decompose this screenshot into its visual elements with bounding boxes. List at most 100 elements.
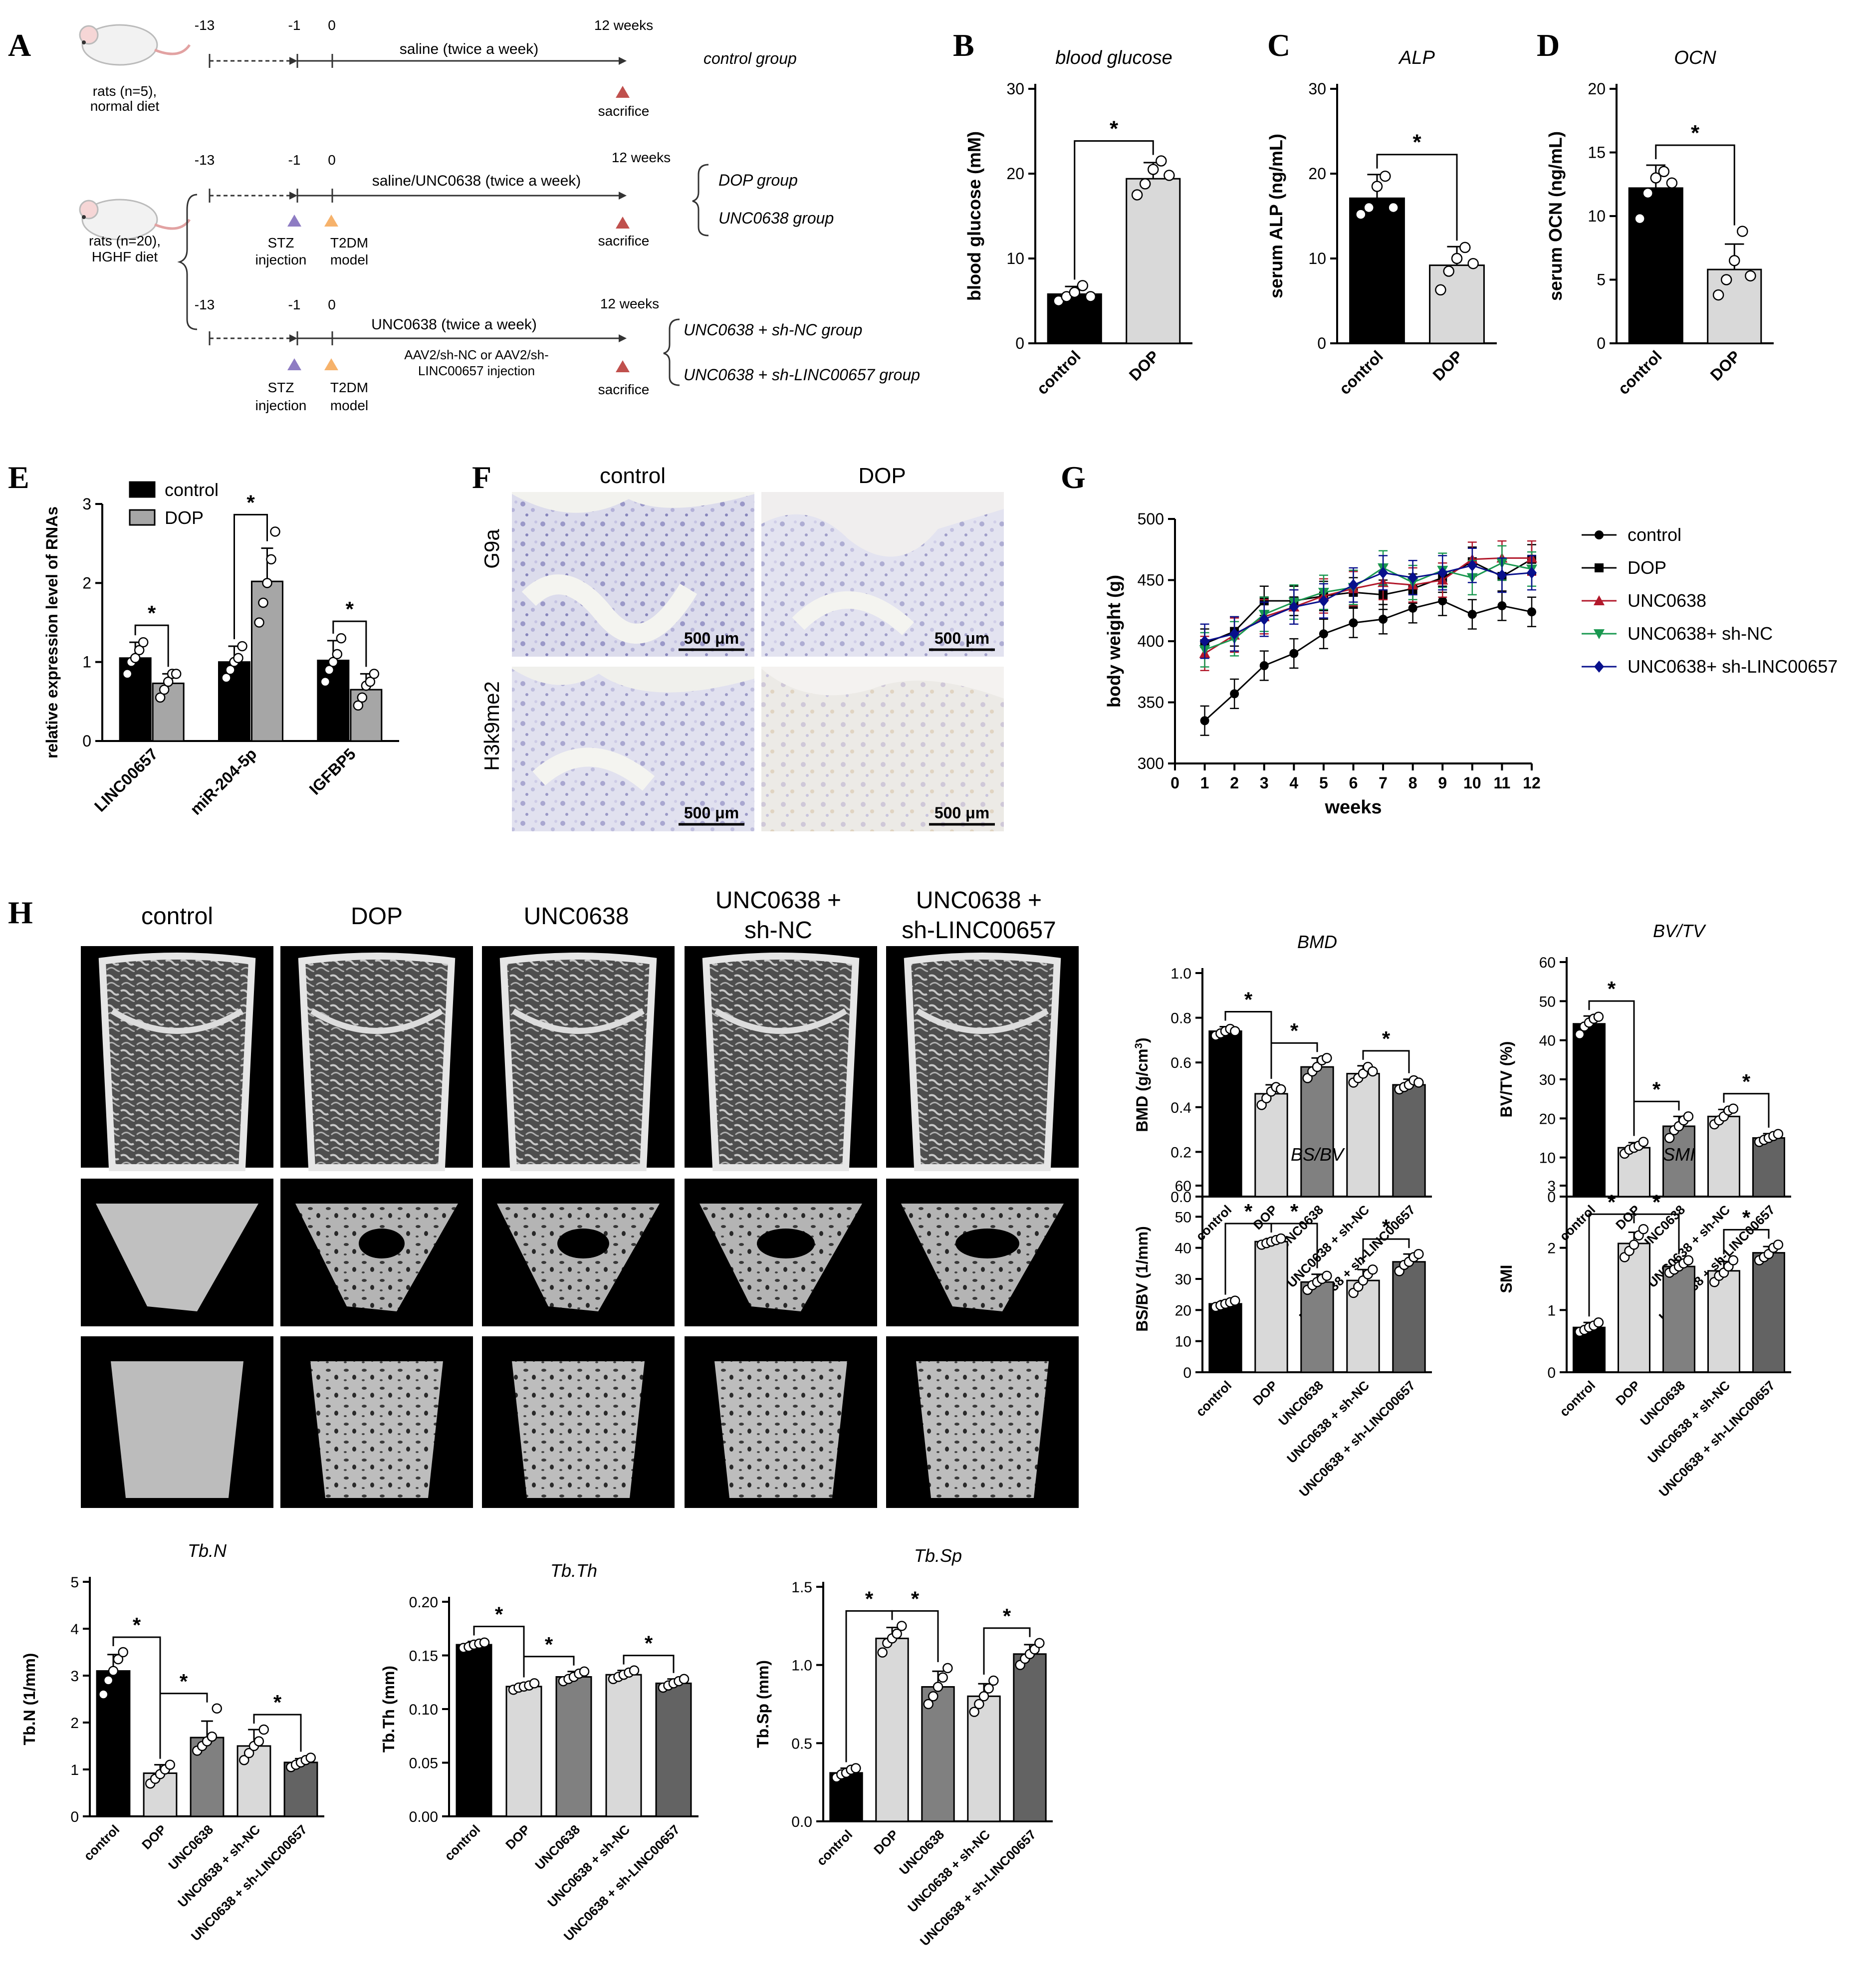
x-tick-label: control — [1615, 347, 1665, 398]
data-point — [1666, 177, 1678, 189]
significance-star: * — [865, 1587, 874, 1610]
chart-title: BMD — [1297, 932, 1337, 952]
animal-label: rats (n=20), — [89, 233, 161, 248]
significance-bracket — [1655, 144, 1735, 226]
data-point — [937, 1672, 948, 1683]
y-tick-label: 5 — [70, 1574, 79, 1591]
x-tick-label: UNC0638 + sh-NC — [175, 1822, 263, 1910]
group-label: UNC0638 + sh-NC group — [684, 321, 862, 339]
data-point — [1261, 1093, 1272, 1104]
ct-cylinder-shape — [310, 1361, 443, 1498]
data-point — [1077, 280, 1089, 291]
data-point — [923, 1699, 934, 1710]
data-point — [877, 1647, 888, 1658]
significance-star: * — [1742, 1070, 1751, 1093]
sacrifice-label: sacrifice — [598, 233, 650, 248]
y-tick-label: 0.0 — [791, 1814, 812, 1830]
data-point — [1199, 635, 1210, 647]
bar — [1429, 264, 1485, 344]
series-line — [1204, 564, 1532, 642]
significance-bracket — [1723, 1229, 1770, 1254]
y-tick-label: 20 — [1588, 80, 1606, 98]
y-tick-label: 400 — [1138, 632, 1164, 650]
scale-bar-label: 500 μm — [934, 804, 989, 822]
ct-bone-shape — [499, 953, 657, 1171]
y-tick-label: 30 — [1175, 1271, 1191, 1288]
marker-label: STZ — [268, 235, 294, 250]
x-tick-label: 5 — [1319, 774, 1328, 792]
x-tick-label: control — [81, 1822, 123, 1864]
bar — [456, 1644, 492, 1817]
ct-void — [955, 1229, 1019, 1258]
significance-bracket — [253, 1714, 302, 1752]
data-point — [1200, 716, 1209, 726]
tick-label: -1 — [288, 17, 301, 33]
bar — [1662, 1265, 1695, 1373]
legend-label: UNC0638+ sh-LINC00657 — [1628, 656, 1838, 677]
sacrifice-marker — [616, 217, 630, 229]
data-point — [1229, 628, 1240, 640]
significance-star: * — [495, 1603, 503, 1626]
microct-image-grid: control DOP UNC0638 UNC0638 + sh-NC UNC0… — [81, 887, 1079, 1508]
scale-bar-label: 500 μm — [684, 629, 739, 647]
data-point — [155, 692, 166, 703]
legend-label: control — [165, 480, 219, 500]
data-point — [1593, 1317, 1604, 1328]
data-point — [1451, 252, 1463, 264]
data-point — [529, 1678, 540, 1689]
significance-star: * — [246, 491, 255, 514]
significance-star: * — [346, 597, 354, 621]
x-tick-label: DOP — [139, 1822, 169, 1852]
ct-cylinder-shape — [111, 1361, 243, 1498]
y-axis-label: body weight (g) — [1104, 575, 1124, 708]
series-line — [1204, 562, 1532, 651]
y-tick-label: 0.10 — [409, 1702, 438, 1718]
data-point — [1276, 1233, 1286, 1244]
x-tick-label: control — [814, 1827, 856, 1869]
data-point — [212, 1703, 222, 1714]
significance-star: * — [1110, 117, 1119, 141]
data-point — [933, 1682, 943, 1692]
x-tick-label: UNC0638 + sh-NC — [905, 1827, 993, 1915]
data-point — [1712, 289, 1724, 301]
data-point — [974, 1699, 984, 1710]
data-point — [1380, 170, 1391, 182]
data-point — [1230, 1295, 1240, 1306]
bar — [1392, 1084, 1426, 1198]
y-tick-label: 1.5 — [791, 1579, 812, 1596]
bar — [1752, 1137, 1785, 1198]
y-tick-label: 0.20 — [409, 1594, 438, 1611]
ihc-image: 500 μm — [512, 667, 754, 831]
tick-label: 0 — [328, 297, 336, 312]
series — [1199, 540, 1537, 672]
significance-star: * — [645, 1632, 653, 1655]
x-tick-label: UNC0638 — [532, 1822, 583, 1873]
data-point — [1773, 1240, 1784, 1250]
significance-bracket — [1633, 1213, 1680, 1254]
x-tick-label: 8 — [1408, 774, 1417, 792]
y-tick-label: 40 — [1539, 1033, 1556, 1049]
data-point — [1413, 1077, 1424, 1088]
y-tick-label: 450 — [1138, 571, 1164, 589]
ct-image — [886, 946, 1079, 1171]
x-tick-label: DOP — [1613, 1378, 1643, 1408]
y-tick-label: 0.0 — [1170, 1189, 1191, 1206]
significance-bracket — [134, 624, 169, 667]
chart-title: Tb.N — [188, 1540, 227, 1561]
data-point — [1164, 170, 1175, 181]
data-point — [1379, 614, 1388, 624]
timeline-row: -13 -1 0 12 weeks UNC0638 (twice a week)… — [195, 296, 920, 413]
data-point — [324, 665, 335, 675]
ct-void — [359, 1229, 405, 1258]
data-point — [1638, 1224, 1649, 1235]
data-point — [988, 1675, 999, 1686]
legend-label: control — [1628, 524, 1681, 545]
data-point — [1664, 1133, 1675, 1143]
significance-star: * — [911, 1587, 920, 1610]
y-tick-label: 20 — [1175, 1302, 1191, 1319]
data-point — [113, 1654, 124, 1665]
y-tick-label: 50 — [1539, 994, 1556, 1010]
marker-label: T2DM — [330, 235, 368, 250]
group-label: control group — [703, 49, 797, 67]
sacrifice-marker — [616, 86, 630, 98]
